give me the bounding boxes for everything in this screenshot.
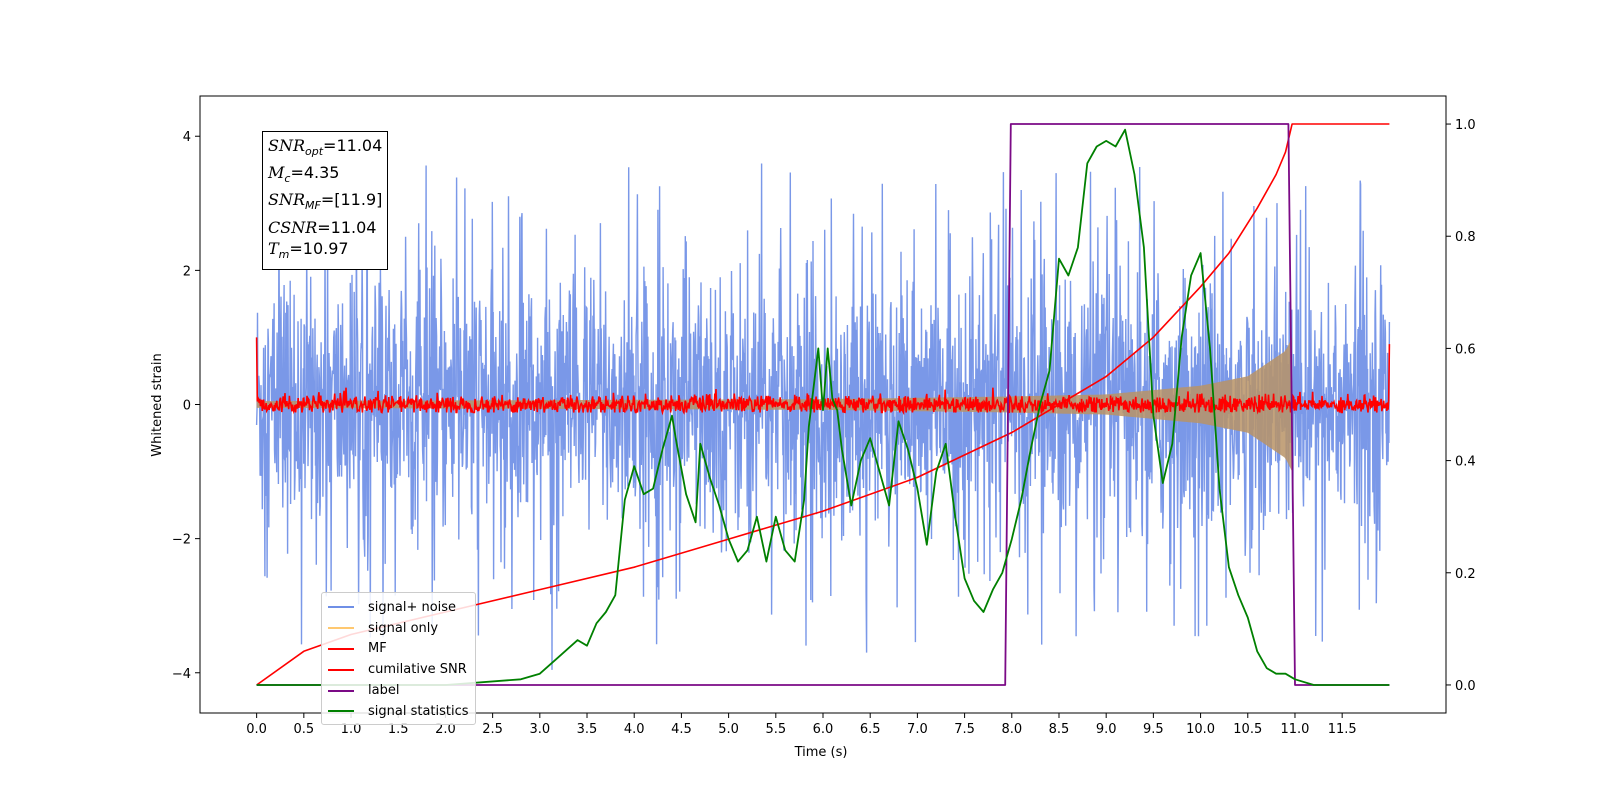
x-tick-label: 7.0: [907, 722, 928, 737]
series-signal-noise: [255, 163, 1391, 670]
y-axis-label: Whitened strain: [150, 353, 165, 456]
y-tick-label-right: 1.0: [1455, 118, 1476, 133]
x-axis: 0.0 0.5 1.0 1.5 2.0 2.5 3.0 3.5 4.0 4.5 5.0 5.5 6.0 6…: [246, 713, 1357, 737]
legend-entry-label: label: [328, 680, 469, 701]
legend-swatch: [328, 668, 354, 671]
legend-entry-signal-noise: signal+ noise: [328, 597, 469, 618]
x-axis-label: Time (s): [794, 745, 848, 760]
y-tick-label-right: 0.4: [1455, 455, 1476, 470]
y-tick-label-left: −4: [172, 667, 191, 682]
x-tick-label: 4.0: [624, 722, 645, 737]
plot-area: [255, 123, 1391, 686]
legend-swatch: [328, 710, 354, 713]
annotation-box: SNRopt=11.04 Mc=4.35 SNRMF=[11.9] CSNR=1…: [262, 131, 389, 270]
annotation-snr-mf: SNRMF=[11.9]: [268, 190, 383, 213]
x-tick-label: 9.5: [1143, 722, 1164, 737]
y-tick-label-right: 0.6: [1455, 342, 1476, 357]
x-tick-label: 10.0: [1186, 722, 1215, 737]
legend: signal+ noise signal only MF cumilative …: [321, 592, 476, 725]
x-tick-label: 6.5: [860, 722, 881, 737]
legend-swatch: [328, 627, 354, 630]
x-tick-label: 0.5: [293, 722, 314, 737]
x-tick-label: 7.5: [954, 722, 975, 737]
x-tick-label: 0.0: [246, 722, 267, 737]
x-tick-label: 6.0: [813, 722, 834, 737]
y-tick-label-right: 0.2: [1455, 567, 1476, 582]
x-tick-label: 3.0: [529, 722, 550, 737]
legend-entry-signal-statistics: signal statistics: [328, 701, 469, 722]
y-axis-right: 0.0 0.2 0.4 0.6 0.8 1.0: [1446, 118, 1476, 694]
x-tick-label: 9.0: [1096, 722, 1117, 737]
x-tick-label: 2.0: [435, 722, 456, 737]
legend-swatch: [328, 647, 354, 650]
x-tick-label: 10.5: [1233, 722, 1262, 737]
x-tick-label: 5.0: [718, 722, 739, 737]
x-tick-label: 1.0: [341, 722, 362, 737]
annotation-merger-time: Tm=10.97: [268, 238, 349, 261]
series-signal-statistics: [256, 128, 1390, 686]
legend-swatch: [328, 689, 354, 692]
x-tick-label: 3.5: [577, 722, 598, 737]
x-tick-label: 2.5: [482, 722, 503, 737]
y-tick-label-right: 0.8: [1455, 230, 1476, 245]
x-tick-label: 4.5: [671, 722, 692, 737]
annotation-chirp-mass: Mc=4.35: [268, 163, 340, 186]
legend-entry-signal-only: signal only: [328, 618, 469, 639]
x-tick-label: 8.5: [1049, 722, 1070, 737]
y-tick-label-left: 2: [183, 264, 191, 279]
legend-entry-mf: MF: [328, 639, 469, 660]
series-cumulative-snr: [256, 123, 1390, 686]
y-tick-label-left: 4: [183, 130, 191, 145]
x-tick-label: 11.5: [1328, 722, 1357, 737]
x-tick-label: 5.5: [765, 722, 786, 737]
y-tick-label-left: −2: [172, 533, 191, 548]
y-axis-left: −4 −2 0 2 4: [172, 130, 200, 682]
legend-swatch: [328, 606, 354, 609]
legend-entry-cumulative-snr: cumilative SNR: [328, 659, 469, 680]
x-tick-label: 11.0: [1280, 722, 1309, 737]
annotation-csnr: CSNR=11.04: [268, 217, 377, 237]
x-tick-label: 1.5: [388, 722, 409, 737]
y-tick-label-left: 0: [183, 399, 191, 414]
y-tick-label-right: 0.0: [1455, 679, 1476, 694]
x-tick-label: 8.0: [1001, 722, 1022, 737]
annotation-snr-opt: SNRopt=11.04: [268, 136, 383, 159]
